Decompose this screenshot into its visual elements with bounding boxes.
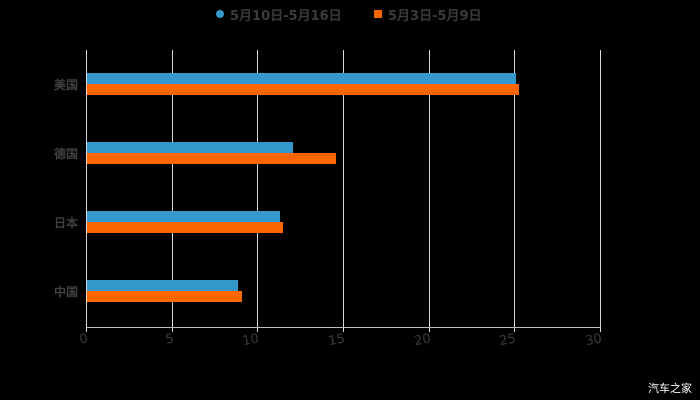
- gridline: [172, 50, 173, 332]
- watermark: 汽车之家: [648, 382, 692, 395]
- bar-series-1[interactable]: [87, 211, 280, 222]
- gridline: [257, 50, 258, 332]
- y-category-label: 美国: [53, 78, 78, 92]
- legend-item-series-2[interactable]: 5月3日-5月9日: [374, 4, 482, 24]
- bar-series-1[interactable]: [87, 142, 294, 153]
- gridline: [600, 50, 601, 332]
- x-axis-line: [86, 327, 601, 328]
- legend-square-icon: [374, 10, 382, 18]
- x-tick-label: 5: [164, 331, 176, 348]
- x-tick-label: 30: [584, 331, 604, 350]
- legend-label: 5月10日-5月16日: [230, 8, 342, 24]
- y-category-label: 德国: [53, 147, 78, 161]
- bar-series-2[interactable]: [87, 84, 520, 95]
- legend-label: 5月3日-5月9日: [388, 8, 482, 24]
- legend-item-series-1[interactable]: 5月10日-5月16日: [216, 4, 342, 24]
- bar-series-2[interactable]: [87, 291, 242, 302]
- legend-circle-icon: [216, 10, 224, 18]
- bar-series-1[interactable]: [87, 280, 239, 291]
- x-tick-label: 0: [78, 331, 90, 348]
- x-tick-label: 15: [327, 331, 347, 350]
- bar-series-2[interactable]: [87, 153, 337, 164]
- y-category-label: 中国: [53, 285, 78, 299]
- bar-series-1[interactable]: [87, 73, 517, 84]
- legend: 5月10日-5月16日 5月3日-5月9日: [0, 4, 700, 24]
- x-tick-label: 20: [413, 331, 433, 350]
- gridline: [343, 50, 344, 332]
- gridline: [429, 50, 430, 332]
- gridline: [514, 50, 515, 332]
- x-tick-label: 25: [498, 331, 518, 350]
- y-category-label: 日本: [53, 216, 78, 230]
- gridline: [86, 50, 87, 332]
- x-tick-label: 10: [241, 331, 261, 350]
- bar-series-2[interactable]: [87, 222, 284, 233]
